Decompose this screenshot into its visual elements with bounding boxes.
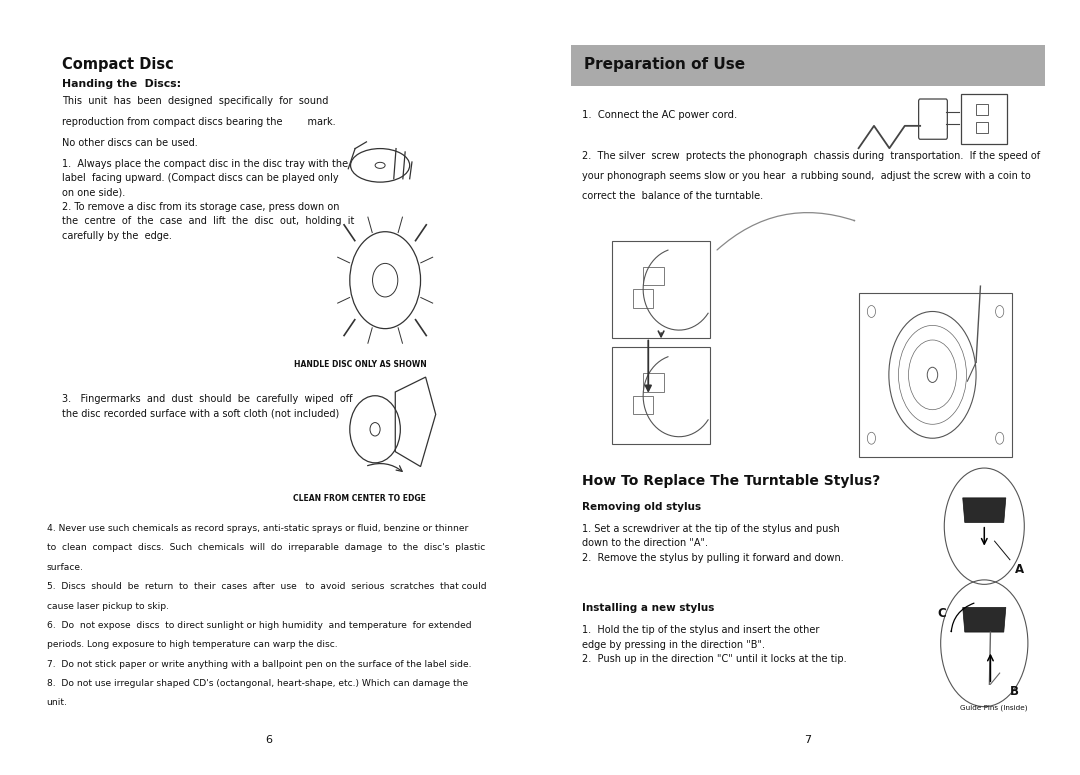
Text: This  unit  has  been  designed  specifically  for  sound: This unit has been designed specifically… bbox=[62, 96, 328, 106]
Text: Compact Disc: Compact Disc bbox=[62, 57, 174, 71]
Text: B: B bbox=[1010, 685, 1018, 698]
Text: unit.: unit. bbox=[46, 698, 67, 708]
Text: surface.: surface. bbox=[46, 563, 83, 572]
Text: C: C bbox=[937, 607, 946, 620]
Text: 1.  Connect the AC power cord.: 1. Connect the AC power cord. bbox=[581, 110, 737, 120]
Text: No other discs can be used.: No other discs can be used. bbox=[62, 138, 198, 148]
Bar bbox=[644, 267, 663, 285]
FancyArrowPatch shape bbox=[717, 212, 854, 250]
Bar bbox=[571, 45, 1044, 86]
Bar bbox=[633, 289, 653, 308]
Text: 1. Set a screwdriver at the tip of the stylus and push
down to the direction "A": 1. Set a screwdriver at the tip of the s… bbox=[581, 524, 843, 563]
Text: 1.  Hold the tip of the stylus and insert the other
edge by pressing in the dire: 1. Hold the tip of the stylus and insert… bbox=[581, 625, 847, 664]
Text: A: A bbox=[1014, 563, 1024, 576]
Text: 2.  The silver  screw  protects the phonograph  chassis during  transportation. : 2. The silver screw protects the phonogr… bbox=[581, 151, 1040, 161]
Text: 7: 7 bbox=[804, 735, 811, 745]
Text: to  clean  compact  discs.  Such  chemicals  will  do  irreparable  damage  to  : to clean compact discs. Such chemicals w… bbox=[46, 543, 485, 553]
Bar bbox=[633, 396, 653, 415]
Polygon shape bbox=[962, 608, 1005, 632]
Text: periods. Long exposure to high temperature can warp the disc.: periods. Long exposure to high temperatu… bbox=[46, 640, 337, 649]
Text: Guide Pins (Inside): Guide Pins (Inside) bbox=[960, 704, 1027, 711]
Text: cause laser pickup to skip.: cause laser pickup to skip. bbox=[46, 601, 168, 611]
Text: 7.  Do not stick paper or write anything with a ballpoint pen on the surface of : 7. Do not stick paper or write anything … bbox=[46, 660, 471, 669]
Text: 1.  Always place the compact disc in the disc tray with the
label  facing upward: 1. Always place the compact disc in the … bbox=[62, 159, 354, 241]
Text: 3.   Fingermarks  and  dust  should  be  carefully  wiped  off
the disc recorded: 3. Fingermarks and dust should be carefu… bbox=[62, 394, 352, 419]
Polygon shape bbox=[962, 498, 1005, 522]
Text: Preparation of Use: Preparation of Use bbox=[584, 57, 745, 72]
Bar bbox=[975, 122, 988, 133]
Bar bbox=[859, 293, 1012, 457]
Bar bbox=[961, 94, 1008, 144]
Bar bbox=[975, 104, 988, 115]
Text: reproduction from compact discs bearing the        mark.: reproduction from compact discs bearing … bbox=[62, 117, 335, 127]
Text: 5.  Discs  should  be  return  to  their  cases  after  use   to  avoid  serious: 5. Discs should be return to their cases… bbox=[46, 582, 486, 591]
Text: Installing a new stylus: Installing a new stylus bbox=[581, 603, 714, 613]
Text: HANDLE DISC ONLY AS SHOWN: HANDLE DISC ONLY AS SHOWN bbox=[294, 360, 427, 369]
Bar bbox=[612, 241, 710, 338]
Text: How To Replace The Turntable Stylus?: How To Replace The Turntable Stylus? bbox=[581, 474, 880, 488]
Text: 8.  Do not use irregular shaped CD's (octangonal, heart-shape, etc.) Which can d: 8. Do not use irregular shaped CD's (oct… bbox=[46, 679, 468, 688]
Text: 4. Never use such chemicals as record sprays, anti-static sprays or fluid, benzi: 4. Never use such chemicals as record sp… bbox=[46, 524, 468, 533]
Text: correct the  balance of the turntable.: correct the balance of the turntable. bbox=[581, 191, 762, 202]
Text: Handing the  Discs:: Handing the Discs: bbox=[62, 79, 180, 89]
Text: 6: 6 bbox=[266, 735, 272, 745]
Text: CLEAN FROM CENTER TO EDGE: CLEAN FROM CENTER TO EDGE bbox=[294, 494, 427, 503]
Bar bbox=[644, 374, 663, 392]
Text: Removing old stylus: Removing old stylus bbox=[581, 501, 701, 512]
Bar bbox=[612, 347, 710, 444]
FancyArrowPatch shape bbox=[951, 603, 974, 632]
Text: 6.  Do  not expose  discs  to direct sunlight or high humidity  and temperature : 6. Do not expose discs to direct sunligh… bbox=[46, 621, 471, 630]
Text: your phonograph seems slow or you hear  a rubbing sound,  adjust the screw with : your phonograph seems slow or you hear a… bbox=[581, 171, 1030, 181]
